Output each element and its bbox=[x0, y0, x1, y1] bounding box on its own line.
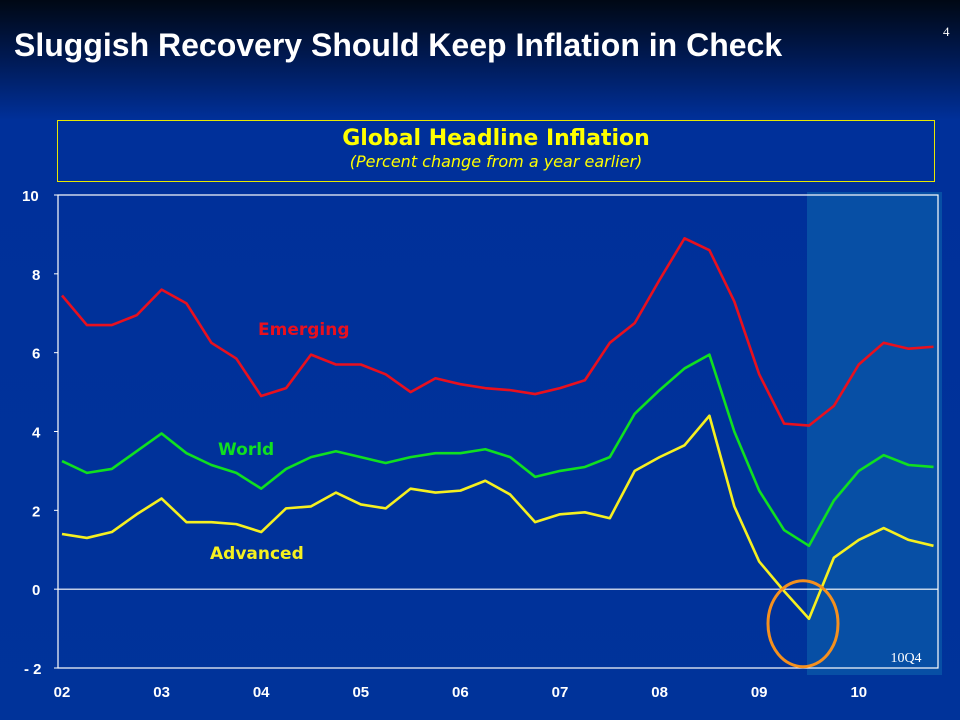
series-emerging: Emerging bbox=[61, 237, 934, 427]
x-tick-label: 07 bbox=[552, 684, 569, 701]
series-line-emerging bbox=[61, 237, 934, 427]
x-tick-label: 08 bbox=[651, 684, 668, 701]
series-label-world: World bbox=[218, 440, 274, 460]
page-number: 4 bbox=[943, 24, 950, 39]
x-tick-label: 10 bbox=[850, 684, 867, 701]
chart-header: Global Headline Inflation (Percent chang… bbox=[57, 120, 935, 182]
x-tick-label: 05 bbox=[352, 684, 369, 701]
plot-frame bbox=[57, 194, 939, 669]
series-line-world bbox=[61, 353, 934, 548]
y-tick-label: 6 bbox=[32, 346, 40, 363]
series-advanced: Advanced bbox=[61, 414, 934, 621]
forecast-shaded-region bbox=[807, 192, 942, 675]
x-tick-label: 03 bbox=[153, 684, 170, 701]
y-tick-label: 0 bbox=[32, 582, 40, 599]
slide-title: Sluggish Recovery Should Keep Inflation … bbox=[14, 27, 783, 63]
x-tick-label: 04 bbox=[253, 684, 270, 701]
chart-title: Global Headline Inflation bbox=[342, 126, 650, 151]
y-tick-label: 8 bbox=[32, 267, 40, 284]
series-label-advanced: Advanced bbox=[210, 544, 304, 564]
series-world: World bbox=[61, 353, 934, 548]
series-label-emerging: Emerging bbox=[258, 320, 350, 340]
chart-subtitle: (Percent change from a year earlier) bbox=[349, 152, 643, 171]
x-tick-label: 02 bbox=[54, 684, 71, 701]
highlight-circle bbox=[766, 579, 840, 669]
y-tick-label: 4 bbox=[32, 425, 41, 442]
y-tick-label: 10 bbox=[22, 188, 39, 205]
x-tick-label: 09 bbox=[751, 684, 768, 701]
x-tick-label: 06 bbox=[452, 684, 469, 701]
y-tick-label: 2 bbox=[32, 503, 40, 520]
forecast-end-label: 10Q4 bbox=[890, 651, 921, 666]
y-tick-label: - 2 bbox=[24, 661, 42, 678]
series-line-advanced bbox=[61, 414, 934, 621]
